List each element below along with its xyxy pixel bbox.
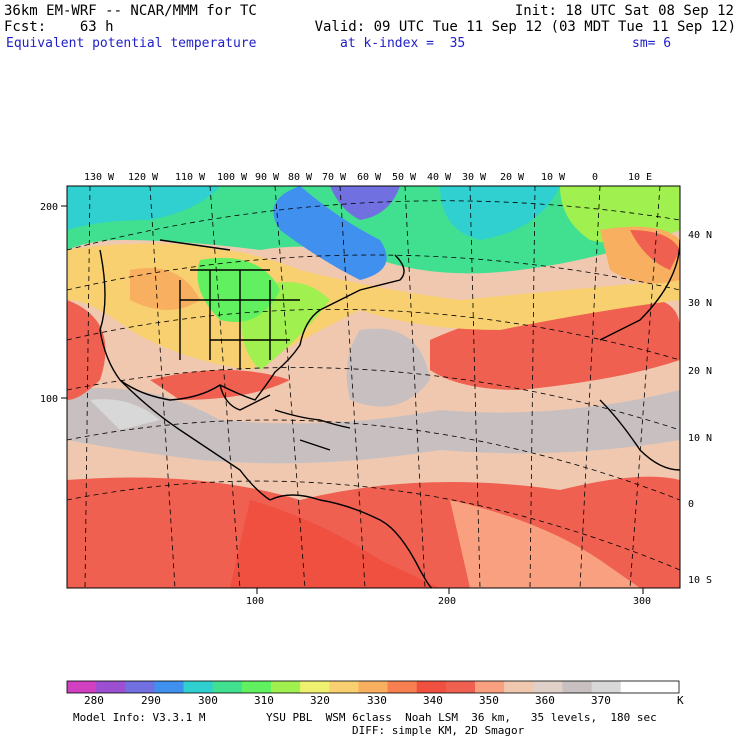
physics-info: YSU PBL WSM 6class Noah LSM 36 km, 35 le… — [266, 711, 657, 724]
lat-label: 40 N — [688, 230, 712, 241]
map-frame — [66, 185, 681, 589]
colorbar-swatch — [533, 681, 563, 693]
lon-label: 10 W — [541, 172, 566, 183]
lon-label: 100 W — [217, 172, 248, 183]
init-time: Init: 18 UTC Sat 08 Sep 12 — [514, 3, 734, 19]
colorbar-label: 350 — [479, 694, 499, 707]
colorbar-swatch — [475, 681, 505, 693]
grid-y-label: 100 — [40, 394, 58, 405]
lat-label: 20 N — [688, 366, 712, 377]
colorbar-swatch — [504, 681, 534, 693]
axis-ticks — [61, 205, 644, 594]
colorbar — [67, 681, 680, 693]
colorbar-swatch — [416, 681, 447, 693]
colorbar-swatch — [620, 681, 651, 693]
grid-y-label: 200 — [40, 202, 58, 213]
colorbar-label: 290 — [141, 694, 161, 707]
colorbar-swatch — [387, 681, 418, 693]
colorbar-swatch — [358, 681, 389, 693]
field-name: Equivalent potential temperature — [6, 36, 257, 51]
lon-label: 40 W — [427, 172, 452, 183]
colorbar-swatch — [67, 681, 97, 693]
valid-time: Valid: 09 UTC Tue 11 Sep 12 (03 MDT Tue … — [314, 19, 736, 35]
colorbar-label: 360 — [535, 694, 555, 707]
grid-x-label: 100 — [246, 596, 264, 607]
colorbar-label: 330 — [367, 694, 387, 707]
lon-label: 70 W — [322, 172, 347, 183]
lat-label: 0 — [688, 499, 694, 510]
lon-label: 80 W — [288, 172, 313, 183]
forecast-hour: Fcst: 63 h — [4, 19, 114, 35]
map-field — [67, 186, 680, 588]
colorbar-label: 280 — [84, 694, 104, 707]
lon-labels: 130 W 120 W 110 W 100 W 90 W 80 W 70 W 6… — [84, 172, 652, 183]
grid-index-labels: 200 100 100 200 300 — [40, 202, 651, 607]
lat-labels: 40 N 30 N 20 N 10 N 0 10 S — [688, 230, 712, 586]
lon-label: 130 W — [84, 172, 115, 183]
lon-label: 10 E — [628, 172, 652, 183]
kindex-label: at k-index = 35 — [340, 36, 466, 51]
lat-label: 30 N — [688, 298, 712, 309]
colorbar-swatch — [125, 681, 155, 693]
colorbar-label: 320 — [310, 694, 330, 707]
grid-x-label: 300 — [633, 596, 651, 607]
coastlines — [99, 239, 680, 588]
colorbar-swatch — [562, 681, 593, 693]
colorbar-swatch — [649, 681, 680, 693]
colorbar-swatch — [591, 681, 622, 693]
colorbar-swatch — [271, 681, 301, 693]
colorbar-label: 370 — [591, 694, 611, 707]
colorbar-swatch — [329, 681, 359, 693]
grid-x-label: 200 — [438, 596, 456, 607]
colorbar-swatch — [183, 681, 214, 693]
lon-label: 50 W — [392, 172, 417, 183]
diffusion-info: DIFF: simple KM, 2D Smagor — [352, 724, 525, 737]
lat-label: 10 N — [688, 433, 712, 444]
lon-label: 30 W — [462, 172, 487, 183]
colorbar-label: 340 — [423, 694, 443, 707]
lon-label: 90 W — [255, 172, 280, 183]
lat-label: 10 S — [688, 575, 712, 586]
lon-label: 120 W — [128, 172, 159, 183]
colorbar-unit: K — [677, 694, 684, 707]
colorbar-frame — [66, 680, 680, 694]
lon-label: 20 W — [500, 172, 525, 183]
colorbar-swatch — [212, 681, 243, 693]
lon-label: 60 W — [357, 172, 382, 183]
smoothing-label: sm= 6 — [632, 36, 672, 51]
lat-lon-grid — [67, 186, 680, 588]
lon-label: 0 — [592, 172, 598, 183]
colorbar-swatch — [96, 681, 126, 693]
model-title: 36km EM-WRF -- NCAR/MMM for TC — [4, 3, 257, 19]
colorbar-swatch — [445, 681, 476, 693]
colorbar-swatch — [154, 681, 185, 693]
lon-label: 110 W — [175, 172, 206, 183]
colorbar-label: 310 — [254, 694, 274, 707]
colorbar-swatch — [241, 681, 272, 693]
colorbar-label: 300 — [198, 694, 218, 707]
model-info: Model Info: V3.3.1 M — [73, 711, 206, 724]
colorbar-swatch — [300, 681, 330, 693]
